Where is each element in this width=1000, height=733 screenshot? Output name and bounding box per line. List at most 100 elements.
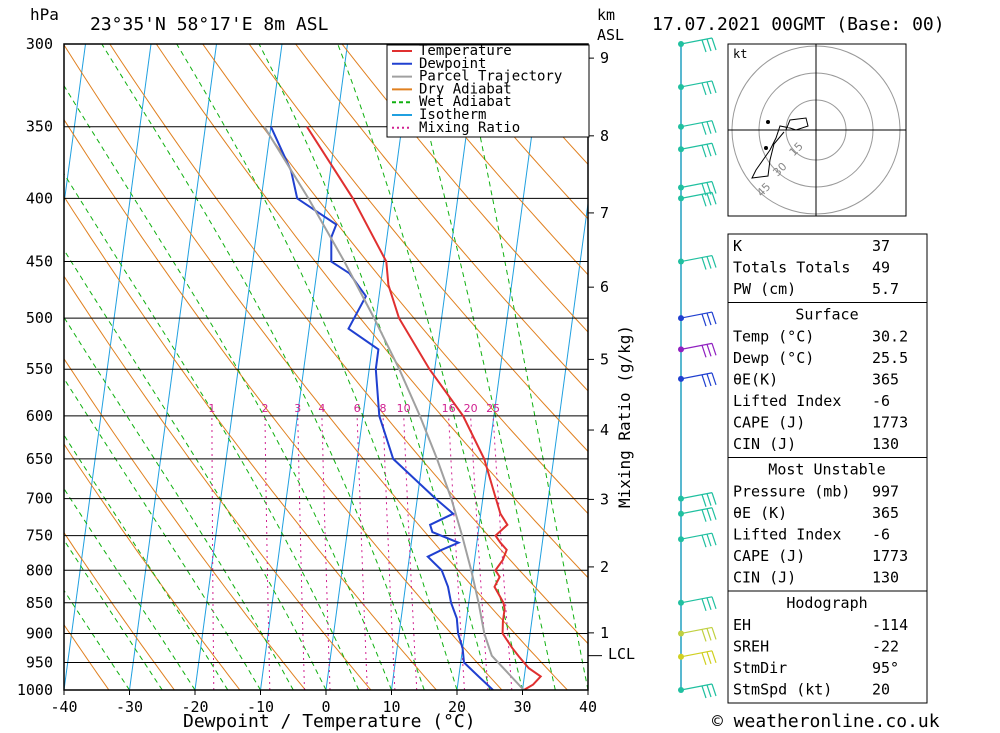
pressure-tick-label: 600 <box>26 407 53 425</box>
mixing-ratio-label: 4 <box>318 402 325 415</box>
wind-barb-feather <box>711 37 717 51</box>
mixing-ratio-line <box>470 415 489 690</box>
indices-table-row-value: 49 <box>872 259 890 277</box>
wind-barb-feather <box>706 493 712 506</box>
km-tick-label: 5 <box>600 350 609 368</box>
unstable-table-row-value: 130 <box>872 569 899 587</box>
legend-label: Isotherm <box>419 107 486 123</box>
mixing-ratio-label: 3 <box>294 402 301 415</box>
wind-barb-staff <box>680 342 713 350</box>
hpa-unit-label: hPa <box>30 5 59 24</box>
mixing-ratio-line <box>264 415 271 690</box>
surface-table-row-label: CIN (J) <box>733 435 796 453</box>
surface-table-row-value: 365 <box>872 371 899 389</box>
wind-barb-staff <box>680 683 713 691</box>
isotherm-line <box>64 44 86 208</box>
wind-barb-feather <box>701 652 707 665</box>
surface-table-row-label: Temp (°C) <box>733 328 814 346</box>
temp-tick-label: 40 <box>579 698 597 716</box>
hodograph-unit-label: kt <box>733 47 747 61</box>
dry-adiabat-line <box>64 531 175 690</box>
dry-adiabat-line <box>295 44 588 392</box>
temperature-profile-line <box>306 126 543 690</box>
hodograph-table-title: Hodograph <box>786 594 867 612</box>
km-tick-label: 8 <box>600 127 609 145</box>
isotherm-line <box>391 44 479 690</box>
wind-barb-feather <box>701 39 707 53</box>
mixing-ratio-label: 25 <box>486 402 500 415</box>
isotherm-line <box>456 44 545 690</box>
surface-table-box <box>727 302 928 458</box>
wind-barb-staff <box>680 626 713 635</box>
hodograph-table-row-value: 95° <box>872 659 899 677</box>
surface-table-row-value: -6 <box>872 392 890 410</box>
wind-barb-feather <box>701 145 707 158</box>
surface-table-row-value: 1773 <box>872 414 908 432</box>
pressure-tick-label: 550 <box>26 360 53 378</box>
wind-barb-feather <box>701 194 707 207</box>
wind-barb-dot <box>678 123 684 130</box>
pressure-tick-label: 300 <box>26 35 53 53</box>
mixing-ratio-line <box>211 415 215 690</box>
wet-adiabat-line <box>101 44 425 690</box>
pressure-tick-label: 950 <box>26 653 53 671</box>
isotherm-line <box>260 44 348 690</box>
wind-barb-feather <box>706 38 712 52</box>
unstable-table-row-value: 365 <box>872 504 899 522</box>
surface-table-row-label: CAPE (J) <box>733 414 805 432</box>
wind-barb-feather <box>706 684 712 698</box>
wind-barb-feather <box>706 193 712 206</box>
hodograph-table-box <box>727 590 928 704</box>
wind-barb-feather <box>706 121 712 134</box>
indices-table-row-value: 5.7 <box>872 280 899 298</box>
dry-adiabat-line <box>248 44 588 453</box>
wind-barb-feather <box>711 507 717 520</box>
km-tick-label: 7 <box>600 204 609 222</box>
legend-label: Dewpoint <box>419 56 486 72</box>
pressure-tick-label: 350 <box>26 118 53 136</box>
wind-barb-feather <box>701 257 707 270</box>
wind-barb-feather <box>701 345 707 358</box>
wind-barb-staff <box>680 507 713 515</box>
km-tick-label: 6 <box>600 278 609 296</box>
wet-adiabat-line <box>461 44 588 690</box>
mixing-ratio-label: 1 <box>208 402 215 415</box>
isotherm-line <box>0 44 20 690</box>
km-unit-label: km <box>597 6 615 24</box>
wind-barb-feather <box>711 372 717 386</box>
temp-tick-label: -20 <box>181 698 208 716</box>
surface-table-row-value: 25.5 <box>872 349 908 367</box>
wind-barb-feather <box>706 144 712 157</box>
hodograph-table-row-value: -114 <box>872 616 908 634</box>
wind-barb-staff <box>680 532 713 540</box>
km-tick-label: 4 <box>600 421 609 439</box>
wind-barb-staff <box>680 311 713 319</box>
wind-barb-feather <box>711 343 717 356</box>
indices-table-row-label: Totals Totals <box>733 259 850 277</box>
wind-barb-feather <box>706 597 712 610</box>
surface-table-row-value: 130 <box>872 435 899 453</box>
unstable-table-title: Most Unstable <box>768 461 885 479</box>
wind-barb-feather <box>701 313 707 327</box>
wind-barb-feather <box>711 143 717 156</box>
wind-barb-staff <box>680 372 713 380</box>
wind-barb-staff <box>680 120 713 128</box>
wind-barb-feather <box>701 685 707 699</box>
temp-tick-label: -30 <box>116 698 143 716</box>
wind-barb-feather <box>706 651 712 664</box>
indices-table-row-label: PW (cm) <box>733 280 796 298</box>
hodograph-table-row-label: StmSpd (kt) <box>733 681 832 699</box>
wind-barb-feather <box>701 509 707 522</box>
surface-table-row-value: 30.2 <box>872 328 908 346</box>
pressure-tick-label: 1000 <box>17 681 53 699</box>
wind-barb-feather <box>706 628 712 641</box>
wind-barb-feather <box>711 255 717 268</box>
wind-barb-feather <box>711 80 717 94</box>
pressure-tick-label: 450 <box>26 253 53 271</box>
surface-table-title: Surface <box>795 306 858 324</box>
legend-label: Parcel Trajectory <box>419 69 562 85</box>
dry-adiabat-line <box>64 623 110 690</box>
wind-barb-feather <box>701 122 707 135</box>
